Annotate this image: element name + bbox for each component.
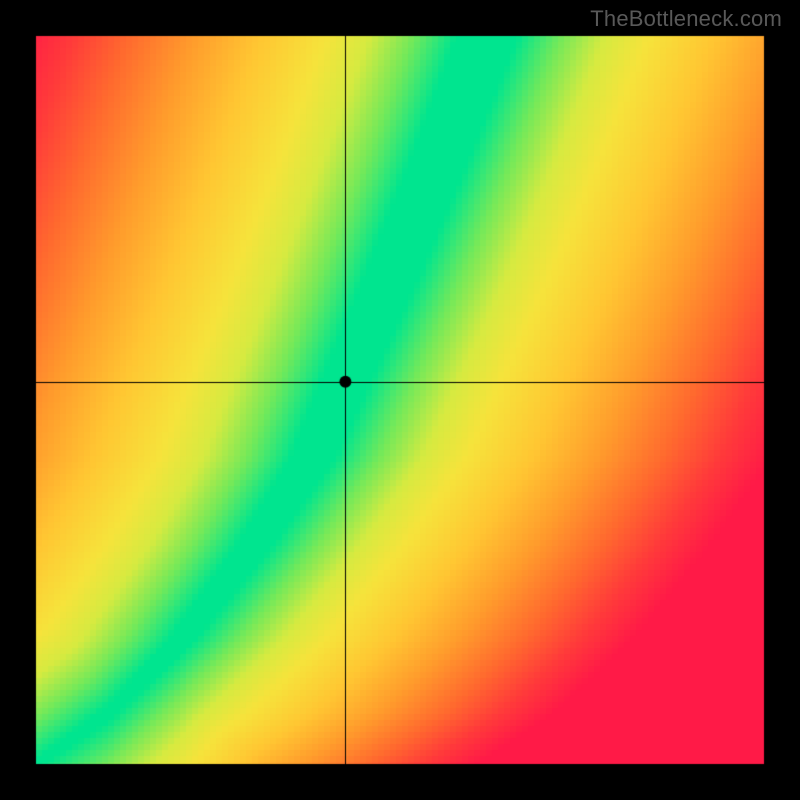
chart-container: TheBottleneck.com <box>0 0 800 800</box>
watermark-text: TheBottleneck.com <box>590 6 782 32</box>
bottleneck-heatmap-canvas <box>0 0 800 800</box>
